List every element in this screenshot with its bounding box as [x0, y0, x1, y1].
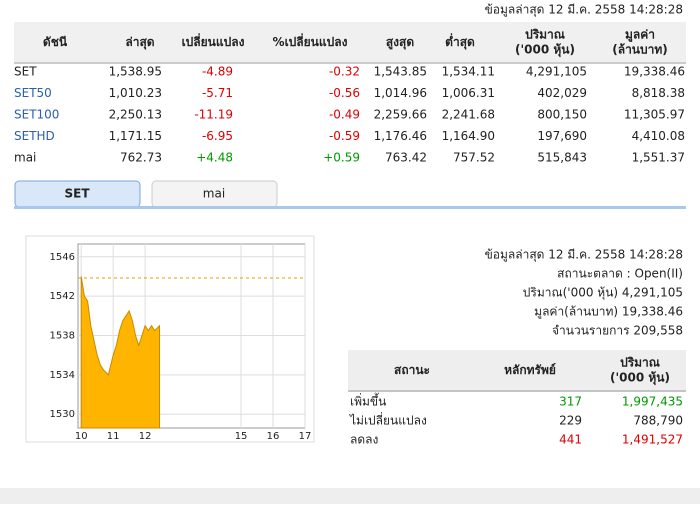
- cell: 1,171.15: [109, 129, 162, 143]
- x-tick-label: 16: [267, 431, 280, 442]
- cell: 4,291,105: [526, 65, 587, 79]
- footer-bar: [0, 488, 700, 504]
- cell: +4.48: [196, 151, 233, 165]
- column-header: มูลค่า(ล้านบาท): [612, 27, 668, 56]
- index-name: SET100: [14, 108, 59, 122]
- cell: 197,690: [537, 129, 587, 143]
- cell: 1,006.31: [442, 86, 495, 100]
- cell: 1,997,435: [622, 395, 683, 409]
- cell: 229: [559, 414, 582, 428]
- column-header: ปริมาณ('000 หุ้น): [610, 355, 670, 385]
- cell: 1,176.46: [374, 129, 427, 143]
- y-tick-label: 1542: [50, 291, 75, 302]
- info-line: ปริมาณ('000 หุ้น) 4,291,105: [523, 286, 683, 301]
- cell: -0.56: [329, 86, 360, 100]
- tab-label[interactable]: mai: [203, 187, 225, 201]
- cell: 1,538.95: [109, 65, 162, 79]
- y-tick-label: 1534: [50, 370, 75, 381]
- cell: +0.59: [323, 151, 360, 165]
- info-line: ข้อมูลล่าสุด 12 มี.ค. 2558 14:28:28: [485, 248, 683, 263]
- updated: ข้อมูลล่าสุด 12 มี.ค. 2558 14:28:28: [485, 3, 683, 18]
- cell: 441: [559, 433, 582, 447]
- info-line: จำนวนรายการ 209,558: [552, 324, 683, 338]
- cell: -0.49: [329, 108, 360, 122]
- cell: 788,790: [633, 414, 683, 428]
- column-header: เปลี่ยนแปลง: [182, 33, 245, 49]
- index-name: SETHD: [14, 129, 55, 143]
- y-tick-label: 1530: [50, 409, 75, 420]
- x-tick-label: 15: [235, 431, 248, 442]
- tab-label[interactable]: SET: [64, 187, 90, 201]
- area: [80, 276, 161, 429]
- cell: 762.73: [120, 151, 162, 165]
- y-tick-label: 1546: [50, 252, 75, 263]
- cell: -0.32: [329, 65, 360, 79]
- cell: 800,150: [537, 108, 587, 122]
- breadth-header-bg: [348, 350, 686, 390]
- cell: 763.42: [385, 151, 427, 165]
- cell: 2,241.68: [442, 108, 495, 122]
- column-header: ปริมาณ('000 หุ้น): [515, 27, 575, 57]
- x-tick-label: 10: [75, 431, 88, 442]
- tab-bar: [14, 206, 686, 209]
- cell: 1,014.96: [374, 86, 427, 100]
- cell: 515,843: [537, 151, 587, 165]
- column-header: หลักทรัพย์: [504, 363, 556, 377]
- cell: 1,543.85: [374, 65, 427, 79]
- cell: 757.52: [453, 151, 495, 165]
- cell: -11.19: [194, 108, 233, 122]
- status: เพิ่มขึ้น: [350, 393, 386, 409]
- status: ลดลง: [350, 433, 378, 447]
- x-tick-label: 17: [299, 431, 312, 442]
- column-header: ต่ำสุด: [445, 33, 475, 50]
- cell: 4,410.08: [632, 129, 685, 143]
- column-header: ดัชนี: [43, 35, 68, 49]
- column-header: สถานะ: [394, 363, 430, 377]
- cell: 1,164.90: [442, 129, 495, 143]
- index-name: SET: [14, 65, 37, 79]
- info-line: สถานะตลาด : Open(II): [557, 267, 683, 281]
- y-tick-label: 1538: [50, 331, 75, 342]
- cell: 11,305.97: [624, 108, 685, 122]
- cell: -6.95: [202, 129, 233, 143]
- cell: 8,818.38: [632, 86, 685, 100]
- cell: -5.71: [202, 86, 233, 100]
- cell: 1,010.23: [109, 86, 162, 100]
- cell: -4.89: [202, 65, 233, 79]
- cell: 317: [559, 395, 582, 409]
- column-header: ล่าสุด: [125, 35, 154, 50]
- index-name: SET50: [14, 86, 52, 100]
- column-header: สูงสุด: [386, 35, 415, 50]
- column-header: %เปลี่ยนแปลง: [273, 33, 348, 49]
- cell: 1,551.37: [632, 151, 685, 165]
- info-line: มูลค่า(ล้านบาท) 19,338.46: [534, 305, 683, 320]
- x-tick-label: 11: [107, 431, 120, 442]
- cell: -0.59: [329, 129, 360, 143]
- cell: 2,250.13: [109, 108, 162, 122]
- index-name: mai: [14, 151, 36, 165]
- x-tick-label: 12: [139, 431, 152, 442]
- cell: 19,338.46: [624, 65, 685, 79]
- status: ไม่เปลี่ยนแปลง: [349, 412, 427, 428]
- cell: 1,491,527: [622, 433, 683, 447]
- cell: 2,259.66: [374, 108, 427, 122]
- cell: 402,029: [537, 86, 587, 100]
- cell: 1,534.11: [442, 65, 495, 79]
- table-header-bg: [14, 22, 686, 62]
